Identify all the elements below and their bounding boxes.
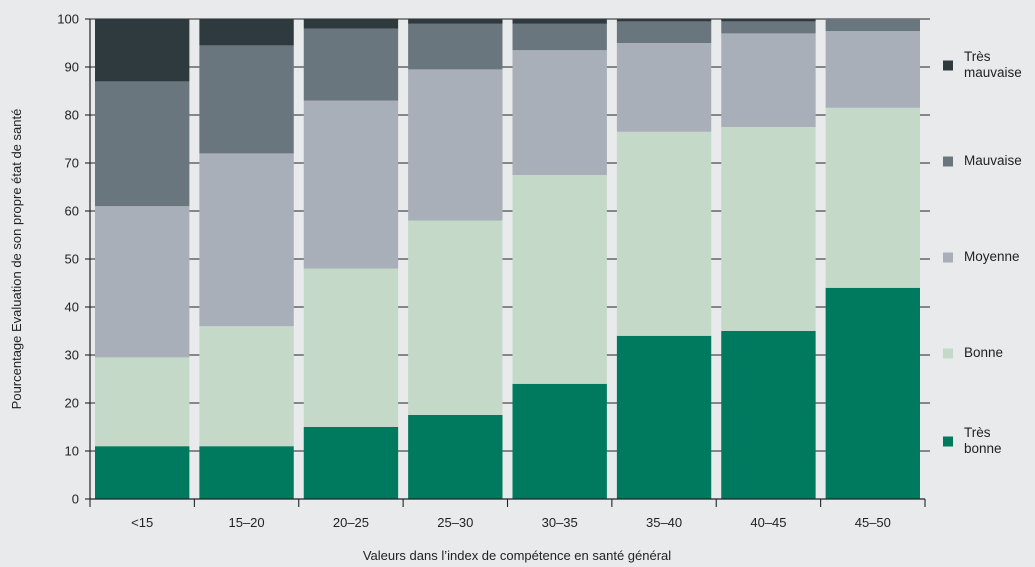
y-tick-label: 70: [65, 156, 79, 171]
x-axis-title: Valeurs dans l’index de compétence en sa…: [363, 548, 671, 563]
legend-label: bonne: [964, 441, 1002, 456]
bar-segment: [721, 21, 816, 34]
bar-segment: [408, 69, 503, 221]
x-tick-label: 20–25: [333, 515, 369, 530]
bar-segment: [616, 19, 712, 22]
bar-segment: [512, 23, 607, 51]
legend-label: Mauvaise: [964, 153, 1022, 168]
bar-segment: [616, 335, 712, 499]
y-tick-label: 0: [72, 492, 79, 507]
bar-segment: [721, 127, 816, 331]
x-tick-label: 15–20: [228, 515, 264, 530]
bar-segment: [199, 45, 294, 154]
bar-segment: [512, 383, 607, 499]
x-tick-label: 40–45: [750, 515, 786, 530]
x-tick-label: 45–50: [855, 515, 891, 530]
bar-segment: [199, 19, 294, 46]
bar-segment: [512, 175, 607, 384]
bar-segment: [303, 427, 399, 499]
bar-segment: [721, 331, 816, 499]
bar-segment: [303, 268, 399, 427]
bar-segment: [303, 100, 399, 269]
bar-segment: [95, 81, 190, 207]
y-axis-title: Pourcentage Evaluation de son propre éta…: [9, 109, 24, 410]
bar-segment: [408, 23, 503, 70]
bars: [95, 19, 920, 499]
bar-segment: [408, 220, 503, 415]
bar-segment: [616, 21, 712, 43]
axes: 0 10 20 30 40 50 60 70 80 90 100 <15 15–20 20–25 25–30…: [57, 12, 926, 530]
bar-segment: [616, 43, 712, 132]
legend-swatch: [943, 156, 953, 167]
bar-segment: [95, 446, 190, 499]
y-tick-label: 20: [65, 396, 79, 411]
x-tick-label: 35–40: [646, 515, 682, 530]
bar-segment: [408, 19, 503, 24]
y-tick-label: 10: [65, 444, 79, 459]
bar-segment: [199, 326, 294, 447]
y-tick-label: 90: [65, 60, 79, 75]
bar-segment: [825, 287, 920, 499]
bar-segment: [95, 206, 190, 358]
legend-label: Très: [964, 425, 991, 440]
legend-swatch: [943, 436, 953, 447]
bar-segment: [721, 19, 816, 22]
x-tick-label: 30–35: [542, 515, 578, 530]
legend-item: Bonne: [943, 345, 1003, 360]
bar-segment: [825, 19, 920, 31]
legend-item: Mauvaise: [943, 153, 1022, 168]
x-tick-label: <15: [131, 515, 153, 530]
bar-segment: [303, 28, 399, 101]
legend-item: Moyenne: [943, 249, 1020, 264]
bar-segment: [95, 19, 190, 82]
legend: TrèsmauvaiseMauvaiseMoyenneBonneTrèsbonn…: [943, 49, 1022, 456]
bar-segment: [512, 19, 607, 24]
y-tick-label: 60: [65, 204, 79, 219]
y-tick-label: 40: [65, 300, 79, 315]
bar-segment: [199, 153, 294, 327]
legend-swatch: [943, 348, 953, 359]
x-tick-label: 25–30: [437, 515, 473, 530]
legend-swatch: [943, 252, 953, 263]
bar-segment: [199, 446, 294, 499]
bar-segment: [408, 415, 503, 499]
bar-segment: [825, 107, 920, 288]
y-tick-label: 30: [65, 348, 79, 363]
y-tick-label: 50: [65, 252, 79, 267]
y-tick-label: 100: [57, 12, 79, 27]
legend-label: Bonne: [964, 345, 1003, 360]
bar-segment: [512, 50, 607, 176]
legend-label: Très: [964, 49, 991, 64]
legend-swatch: [943, 60, 953, 71]
bar-segment: [721, 33, 816, 127]
bar-segment: [825, 31, 920, 108]
bar-segment: [95, 357, 190, 447]
y-tick-label: 80: [65, 108, 79, 123]
bar-segment: [303, 19, 399, 29]
legend-label: Moyenne: [964, 249, 1020, 264]
bar-segment: [616, 131, 712, 336]
legend-label: mauvaise: [964, 65, 1022, 80]
